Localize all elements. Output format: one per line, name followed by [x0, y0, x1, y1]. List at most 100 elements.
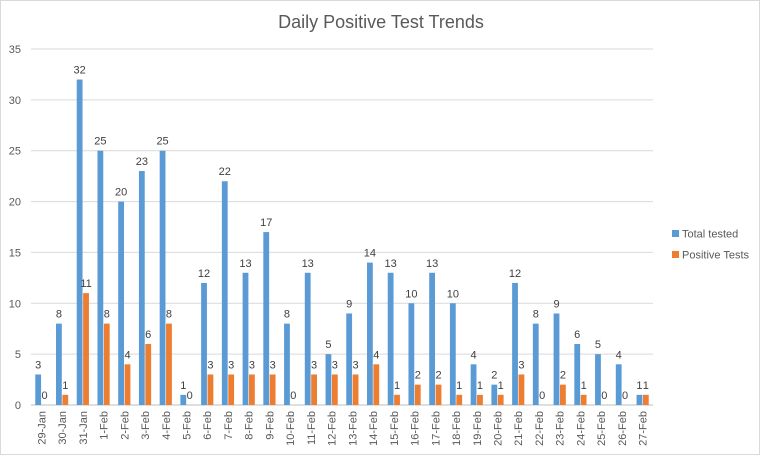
data-label-positive-tests: 0	[290, 390, 296, 402]
gridlines	[31, 48, 653, 406]
bar-total-tested	[35, 374, 42, 405]
data-label-total-tested: 9	[346, 298, 352, 310]
data-label-total-tested: 17	[260, 217, 272, 229]
data-label-positive-tests: 0	[622, 390, 628, 402]
data-label-total-tested: 5	[595, 339, 601, 351]
data-label-positive-tests: 3	[270, 359, 276, 371]
legend-label-total-tested: Total tested	[682, 229, 738, 241]
data-label-total-tested: 4	[471, 349, 477, 361]
bar-total-tested	[429, 272, 435, 405]
bar-total-tested	[636, 394, 643, 405]
data-label-positive-tests: 0	[42, 390, 48, 402]
x-tick-label: 20-Feb	[493, 411, 505, 446]
data-label-total-tested: 14	[364, 248, 376, 260]
bar-total-tested	[449, 303, 456, 405]
legend-swatch-total-tested	[672, 230, 679, 237]
y-tick-label: 35	[9, 44, 21, 56]
x-tick-label: 3-Feb	[140, 411, 152, 440]
data-label-total-tested: 13	[302, 258, 314, 270]
data-label-positive-tests: 6	[145, 329, 151, 341]
data-label-positive-tests: 3	[228, 359, 234, 371]
bar-total-tested	[138, 171, 145, 405]
bar-total-tested	[387, 272, 394, 405]
x-tick-label: 29-Jan	[36, 411, 48, 445]
x-tick-label: 7-Feb	[223, 411, 235, 440]
x-tick-label: 17-Feb	[430, 411, 442, 446]
data-label-positive-tests: 1	[477, 380, 483, 392]
data-label-total-tested: 25	[94, 136, 106, 148]
x-tick-label: 21-Feb	[513, 411, 525, 446]
x-tick-label: 1-Feb	[99, 411, 111, 440]
bar-total-tested	[595, 354, 601, 405]
data-label-total-tested: 13	[385, 258, 397, 270]
bar-total-tested	[180, 394, 187, 405]
bar-total-tested	[532, 323, 539, 405]
data-label-total-tested: 20	[115, 187, 127, 199]
bar-positive-tests	[394, 394, 400, 405]
y-tick-label: 0	[15, 400, 21, 412]
bar-total-tested	[615, 364, 622, 405]
data-label-positive-tests: 2	[415, 370, 421, 382]
data-label-positive-tests: 1	[62, 380, 68, 392]
bar-total-tested	[367, 262, 373, 405]
data-label-positive-tests: 4	[124, 349, 130, 361]
data-label-positive-tests: 1	[498, 380, 504, 392]
data-label-total-tested: 12	[509, 268, 521, 280]
data-label-positive-tests: 0	[539, 390, 545, 402]
data-label-positive-tests: 2	[435, 370, 441, 382]
legend-swatch-positive-tests	[672, 251, 679, 258]
bars	[35, 79, 649, 405]
x-tick-label: 13-Feb	[347, 411, 359, 446]
data-label-total-tested: 8	[284, 309, 290, 321]
x-tick-label: 24-Feb	[575, 411, 587, 446]
data-label-total-tested: 2	[491, 370, 497, 382]
data-label-positive-tests: 2	[560, 370, 566, 382]
bar-total-tested	[242, 272, 249, 405]
data-label-positive-tests: 8	[166, 309, 172, 321]
bar-positive-tests	[207, 374, 214, 405]
bar-total-tested	[97, 150, 104, 405]
x-tick-label: 8-Feb	[244, 411, 256, 440]
x-tick-label: 22-Feb	[534, 411, 546, 446]
data-label-total-tested: 1	[636, 380, 642, 392]
data-label-positive-tests: 3	[332, 359, 338, 371]
data-label-positive-tests: 0	[601, 390, 607, 402]
x-tick-label: 11-Feb	[306, 411, 318, 445]
x-tick-label: 6-Feb	[202, 411, 214, 440]
bar-positive-tests	[124, 364, 131, 405]
bar-total-tested	[553, 313, 560, 405]
bar-total-tested	[159, 150, 166, 405]
bar-total-tested	[325, 354, 332, 405]
data-label-total-tested: 8	[56, 309, 62, 321]
data-label-total-tested: 6	[574, 329, 580, 341]
data-label-positive-tests: 11	[80, 278, 91, 290]
x-tick-label: 25-Feb	[596, 411, 608, 446]
chart-title: Daily Positive Test Trends	[278, 12, 484, 32]
x-tick-label: 10-Feb	[285, 411, 297, 446]
y-tick-label: 15	[9, 247, 21, 259]
bar-positive-tests	[62, 394, 69, 405]
data-label-positive-tests: 3	[249, 359, 255, 371]
x-tick-label: 4-Feb	[161, 411, 173, 440]
bar-positive-tests	[83, 293, 89, 405]
data-label-positive-tests: 1	[643, 380, 649, 392]
data-label-positive-tests: 3	[207, 359, 213, 371]
data-label-positive-tests: 3	[311, 359, 317, 371]
bar-positive-tests	[166, 323, 172, 405]
data-label-total-tested: 12	[198, 268, 210, 280]
x-tick-label: 16-Feb	[410, 411, 422, 446]
bar-positive-tests	[435, 384, 442, 405]
x-tick-label: 26-Feb	[617, 411, 629, 446]
bar-positive-tests	[103, 323, 110, 405]
y-tick-label: 25	[9, 146, 21, 158]
data-label-total-tested: 9	[553, 298, 559, 310]
data-label-total-tested: 5	[325, 339, 331, 351]
x-tick-label: 27-Feb	[638, 411, 650, 446]
data-label-positive-tests: 4	[373, 349, 379, 361]
bar-positive-tests	[580, 394, 587, 405]
data-label-total-tested: 1	[180, 380, 186, 392]
data-label-total-tested: 10	[405, 288, 417, 300]
x-tick-label: 30-Jan	[57, 411, 69, 445]
